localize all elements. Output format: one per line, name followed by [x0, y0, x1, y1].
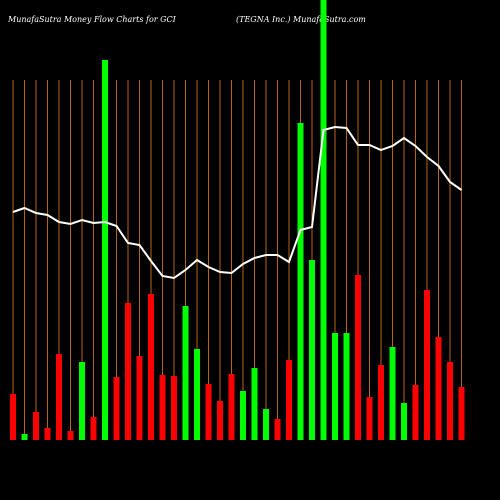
- bar: [136, 356, 143, 440]
- bar: [21, 434, 28, 440]
- bar: [332, 333, 338, 440]
- bar: [228, 374, 235, 440]
- bar: [274, 419, 281, 440]
- chart-subtitle: (TEGNA Inc.) MunafaSutra.com: [236, 15, 366, 24]
- bar: [286, 360, 292, 440]
- bar: [33, 412, 39, 440]
- bar: [447, 362, 453, 440]
- bar: [343, 333, 350, 440]
- bar: [355, 275, 361, 440]
- bar: [378, 365, 384, 440]
- bar: [148, 294, 154, 440]
- bar: [67, 431, 74, 440]
- money-flow-line: [12, 125, 463, 280]
- bar: [309, 260, 315, 440]
- bar: [320, 0, 327, 440]
- bar: [263, 409, 269, 440]
- bar: [424, 290, 430, 440]
- bar: [217, 401, 223, 440]
- bar: [389, 347, 396, 440]
- bar: [401, 403, 407, 440]
- bar: [125, 303, 131, 440]
- bar: [10, 394, 16, 440]
- bar: [102, 60, 108, 440]
- chart-title: MunafaSutra Money Flow Charts for GCI: [7, 15, 177, 24]
- bar: [297, 123, 304, 440]
- bar: [205, 384, 212, 440]
- bar: [159, 375, 166, 440]
- bar: [458, 387, 465, 440]
- bar: [366, 397, 373, 440]
- bar: [171, 376, 177, 440]
- bar: [412, 385, 419, 440]
- bar: [56, 354, 62, 440]
- bar: [90, 417, 97, 440]
- bar: [251, 368, 258, 440]
- bar: [113, 377, 120, 440]
- bar: [44, 428, 51, 440]
- bar: [194, 349, 200, 440]
- bar: [240, 391, 246, 440]
- bar: [79, 362, 85, 440]
- bar: [182, 306, 189, 440]
- bar: [435, 337, 442, 440]
